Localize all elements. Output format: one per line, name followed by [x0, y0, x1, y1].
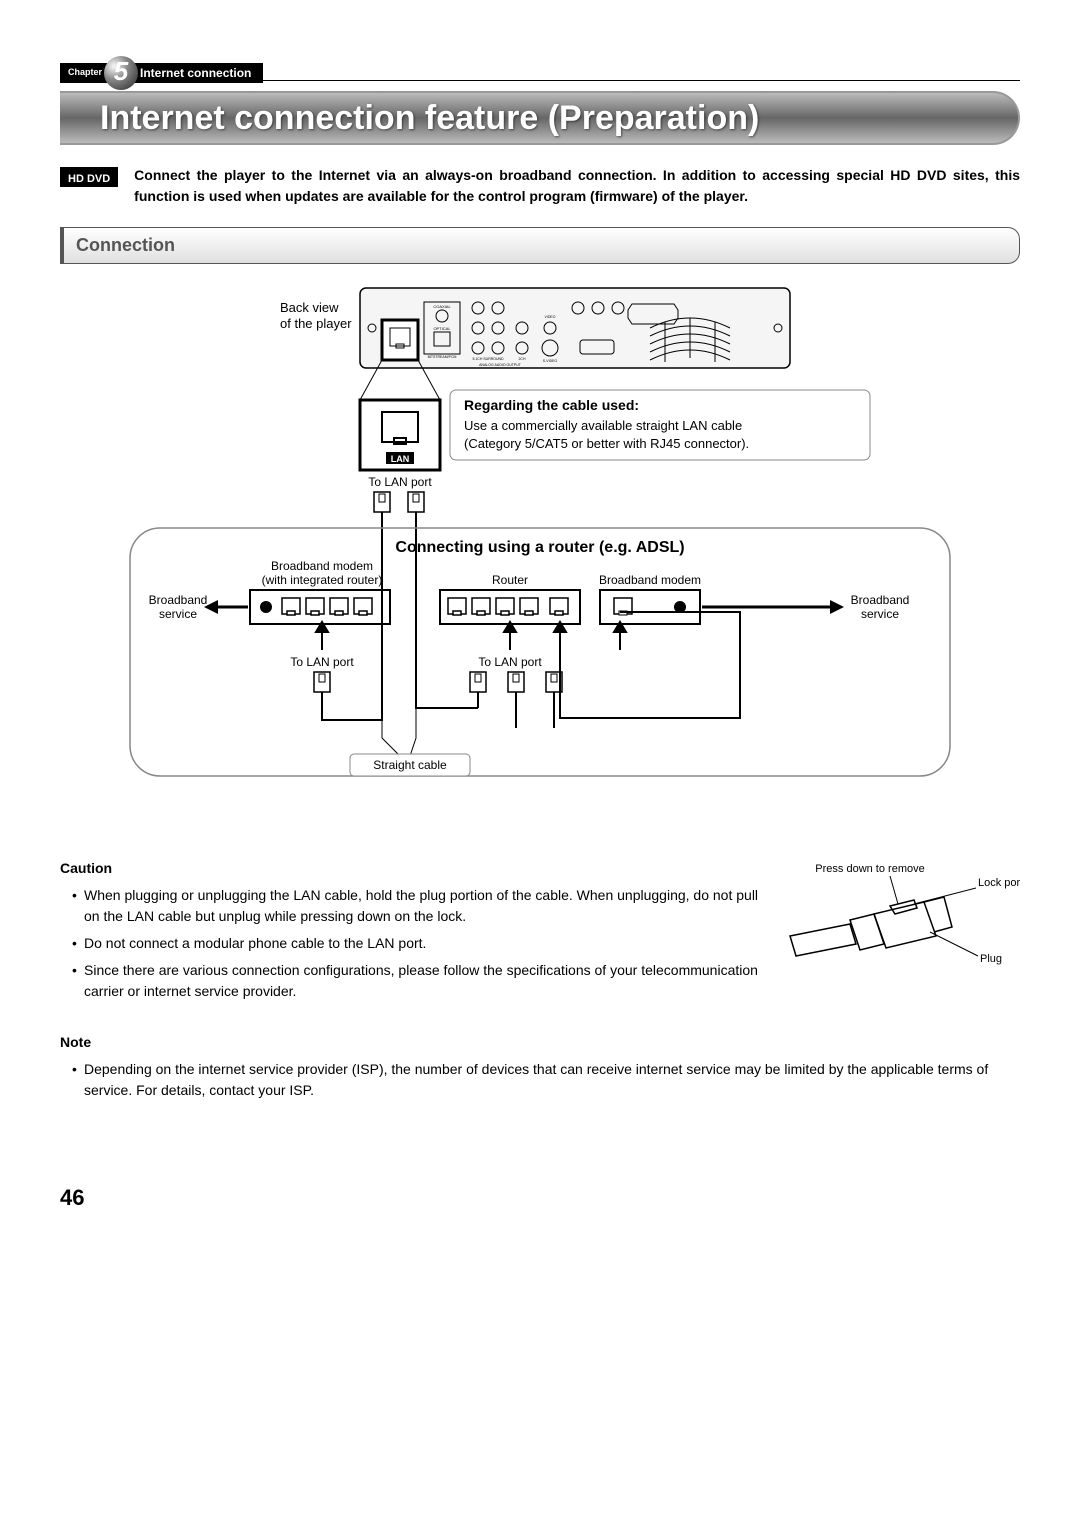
bitstream-label: BITSTREAM/PCM: [428, 355, 457, 359]
cable-box-line2: (Category 5/CAT5 or better with RJ45 con…: [464, 436, 749, 451]
broadband-service-right-2: service: [861, 607, 899, 621]
modem-integrated-2: (with integrated router): [262, 573, 383, 587]
note-section: Note Depending on the internet service p…: [60, 1032, 1020, 1101]
svideo-label: S-VIDEO: [543, 359, 558, 363]
broadband-service-left-1: Broadband: [149, 593, 208, 607]
straight-cable-label: Straight cable: [373, 758, 447, 772]
ch2-label: 2CH: [518, 357, 525, 361]
page-title: Internet connection feature (Preparation…: [100, 93, 759, 144]
router-section-title: Connecting using a router (e.g. ADSL): [395, 539, 684, 556]
broadband-service-left-2: service: [159, 607, 197, 621]
cable-box-line1: Use a commercially available straight LA…: [464, 418, 742, 433]
to-lan-port-left: To LAN port: [290, 655, 354, 669]
chapter-badge: Chapter: [60, 63, 108, 83]
plug-icon: [374, 492, 390, 530]
caution-item: Do not connect a modular phone cable to …: [72, 933, 760, 954]
chapter-number: 5: [114, 58, 128, 84]
ch51-label: 5.1CH SURROUND: [472, 357, 504, 361]
hd-dvd-badge: HD DVD: [60, 167, 118, 187]
coaxial-label: COAXIAL: [433, 304, 451, 309]
back-panel: COAXIAL OPTICAL BITSTREAM/PCM 5.1CH SURR…: [360, 288, 790, 368]
section-heading-text: Connection: [76, 235, 175, 255]
back-view-label-2: of the player: [280, 316, 352, 331]
section-heading: Connection: [60, 227, 1020, 264]
caution-item: When plugging or unplugging the LAN cabl…: [72, 885, 760, 927]
optical-label: OPTICAL: [433, 326, 451, 331]
intro-text: Connect the player to the Internet via a…: [134, 165, 1020, 207]
chapter-label: Chapter: [68, 66, 102, 80]
intro-row: HD DVD Connect the player to the Interne…: [60, 165, 1020, 207]
chapter-tab: Chapter 5 Internet connection: [60, 60, 1020, 86]
back-view-label-1: Back view: [280, 300, 339, 315]
lock-portion-label: Lock portion: [978, 877, 1020, 889]
plug-icon: [508, 672, 524, 708]
modem-integrated-1: Broadband modem: [271, 559, 373, 573]
to-lan-port-mid: To LAN port: [478, 655, 542, 669]
caution-section: Caution When plugging or unplugging the …: [60, 858, 1020, 1008]
title-banner: Internet connection feature (Preparation…: [60, 91, 1020, 145]
analog-label: ANALOG AUDIO OUTPUT: [479, 363, 522, 367]
plug-icon: [470, 672, 486, 708]
page-number: 46: [60, 1181, 1020, 1214]
plug-label: Plug: [980, 953, 1002, 965]
connection-diagram: COAXIAL OPTICAL BITSTREAM/PCM 5.1CH SURR…: [60, 278, 1020, 838]
broadband-service-right-1: Broadband: [851, 593, 910, 607]
router-label: Router: [492, 573, 528, 587]
caution-title: Caution: [60, 858, 760, 879]
cable-box-title: Regarding the cable used:: [464, 397, 639, 413]
broadband-modem-label: Broadband modem: [599, 573, 701, 587]
chapter-number-circle: 5: [104, 56, 138, 90]
plug-icon: [408, 492, 424, 530]
note-title: Note: [60, 1032, 1020, 1053]
press-down-label: Press down to remove: [815, 863, 924, 875]
plug-figure: Press down to remove Lock portion Plug: [780, 858, 1020, 1008]
chapter-title: Internet connection: [140, 64, 251, 82]
lan-label: LAN: [391, 454, 410, 464]
video-label: VIDEO: [545, 315, 556, 319]
note-item: Depending on the internet service provid…: [72, 1059, 1020, 1101]
caution-item: Since there are various connection confi…: [72, 960, 760, 1002]
chapter-title-bar: Internet connection: [130, 63, 263, 83]
to-lan-port-top: To LAN port: [368, 475, 432, 489]
